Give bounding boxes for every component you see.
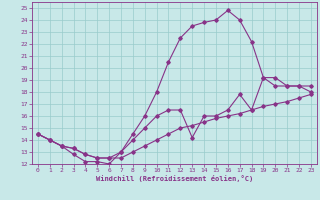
X-axis label: Windchill (Refroidissement éolien,°C): Windchill (Refroidissement éolien,°C): [96, 175, 253, 182]
